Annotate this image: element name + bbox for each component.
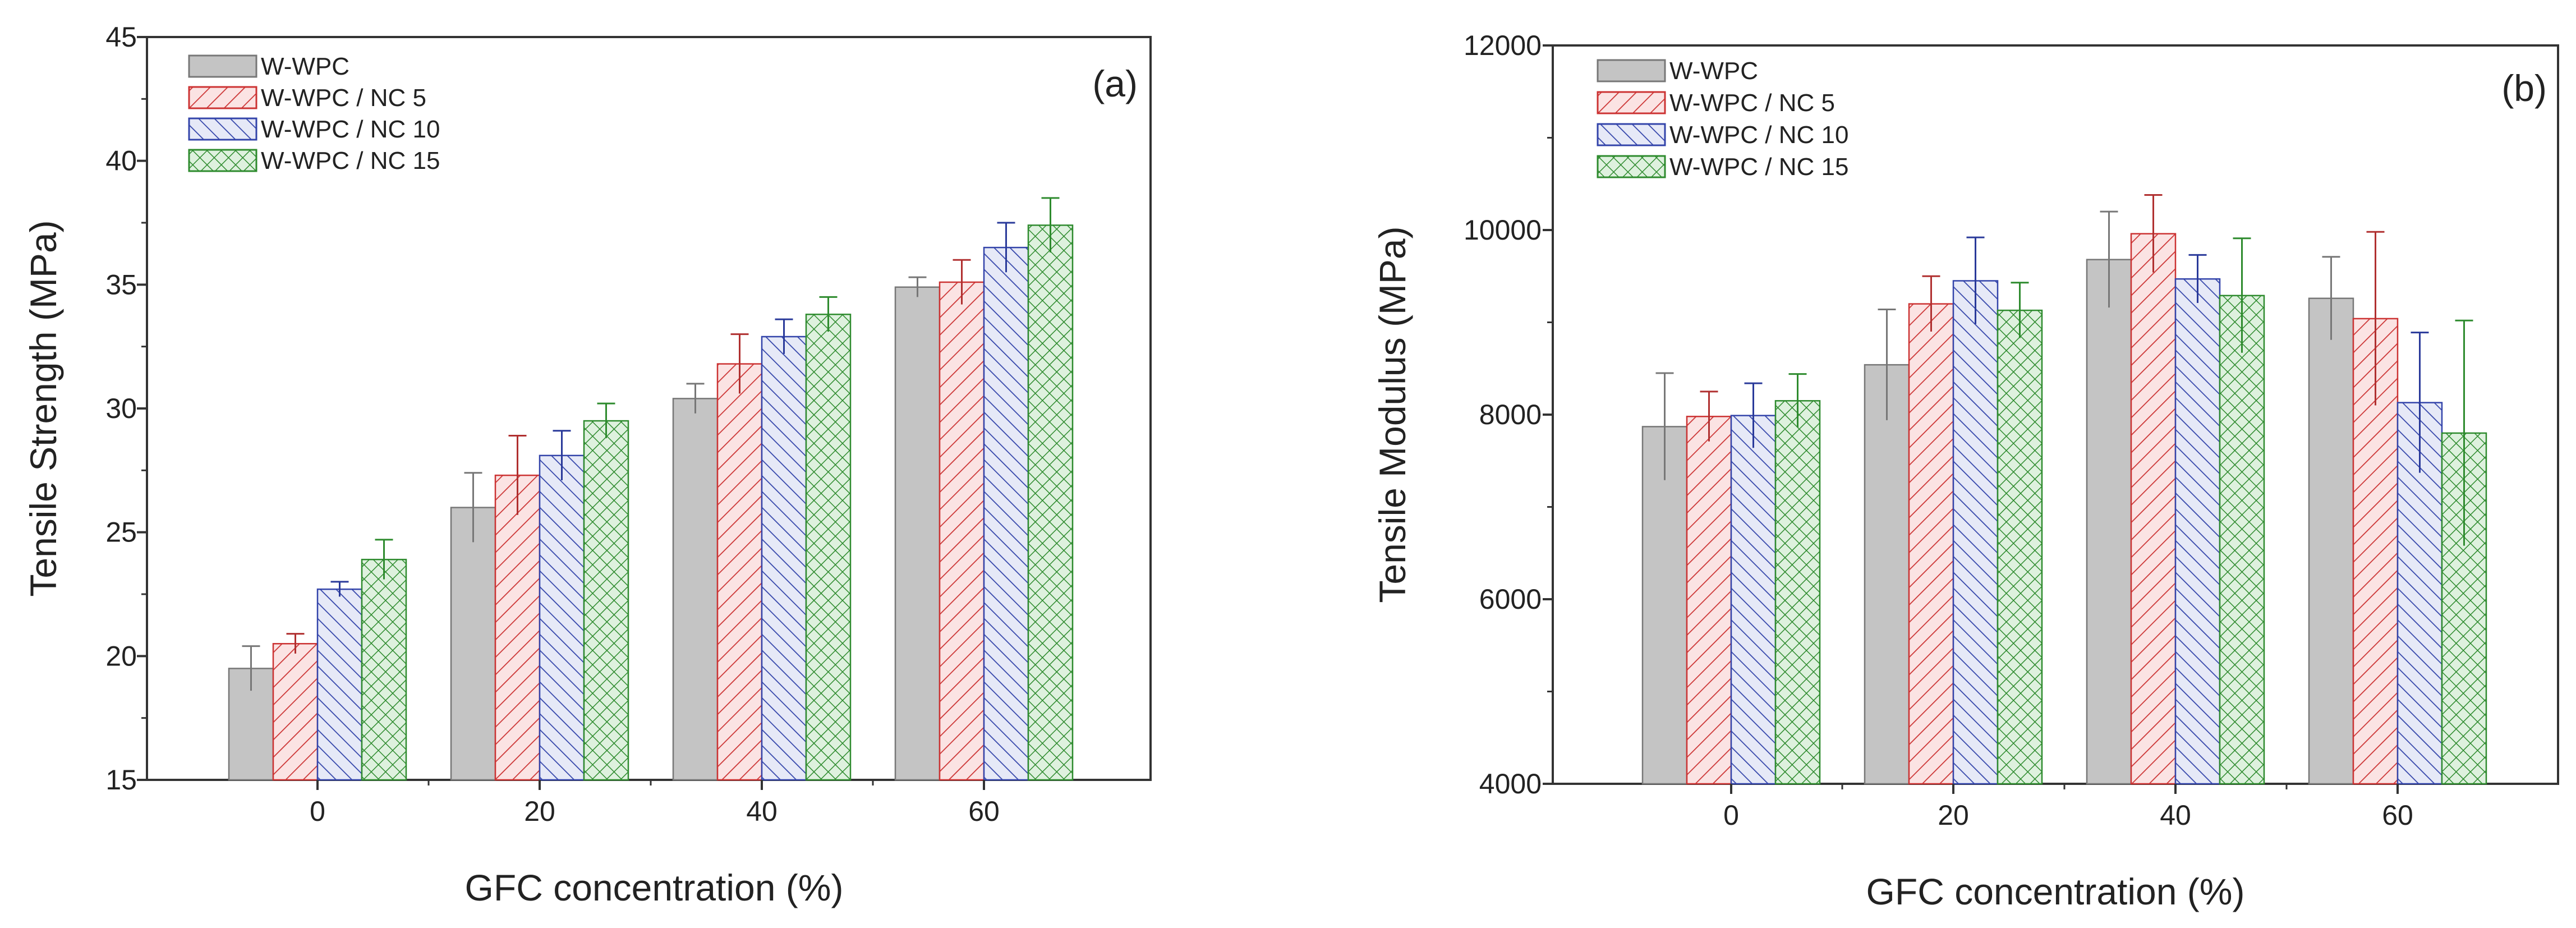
panel-a-legend-label: W-WPC / NC 10 — [261, 116, 440, 143]
panel-b-x-tick-label: 0 — [1723, 800, 1739, 831]
panel-b-legend-label: W-WPC / NC 5 — [1669, 89, 1835, 117]
panel-b-x-tick-label: 20 — [1938, 800, 1969, 831]
panel-a-x-tick-label: 60 — [968, 796, 1000, 827]
panel-a-bar — [1027, 224, 1074, 781]
panel-b-bar — [2174, 278, 2221, 785]
panel-b-ticks: 4000 6000 8000 10000 12000 0 20 40 60 — [1464, 30, 2413, 831]
panel-b-bar — [1864, 364, 1910, 785]
panel-a-bar — [983, 246, 1029, 781]
panel-a-bar — [716, 363, 763, 781]
panel-a-bar — [583, 420, 629, 781]
panel-a-bar — [272, 643, 319, 781]
panel-a-label: (a) — [1092, 63, 1138, 104]
panel-b-label: (b) — [2501, 67, 2547, 109]
panel-b-bar — [2308, 297, 2354, 785]
panel-a-legend: W-WPC W-WPC / NC 5 W-WPC / NC 10 W-WPC / NC… — [188, 53, 440, 174]
panel-b-x-tick-label: 40 — [2160, 800, 2191, 831]
panel-b-y-tick-label: 8000 — [1479, 399, 1542, 430]
panel-a-legend-swatch — [188, 149, 257, 172]
panel-a-x-tick-label: 40 — [746, 796, 778, 827]
panel-a-bar — [761, 336, 807, 781]
panel-a-y-tick-label: 45 — [105, 21, 137, 53]
panel-b-legend-swatch — [1597, 123, 1666, 146]
panel-b-bar — [2219, 295, 2265, 785]
panel-a-x-axis-title: GFC concentration (%) — [465, 867, 844, 908]
panel-b: 4000 6000 8000 10000 12000 0 20 40 60 (b) GFC co… — [1372, 30, 2559, 912]
panel-a-legend-swatch — [188, 86, 257, 109]
panel-b-y-tick-label: 12000 — [1464, 30, 1542, 61]
panel-a-bar — [894, 286, 941, 781]
panel-b-marks — [1641, 194, 2487, 785]
panel-b-y-axis-title: Tensile Modulus (MPa) — [1372, 226, 1413, 603]
panel-a-bar — [805, 314, 852, 781]
panel-a-x-tick-label: 20 — [524, 796, 555, 827]
panel-b-bar — [1997, 309, 2043, 785]
panel-a-legend-label: W-WPC — [261, 53, 349, 80]
panel-b-x-tick-label: 60 — [2382, 800, 2413, 831]
panel-a-bar — [939, 281, 985, 781]
panel-a-bar — [361, 558, 407, 781]
panel-b-legend: W-WPC W-WPC / NC 5 W-WPC / NC 10 W-WPC / NC… — [1597, 57, 1848, 181]
panel-a-y-axis-title: Tensile Strength (MPa) — [22, 220, 64, 596]
panel-a-x-tick-label: 0 — [310, 796, 325, 827]
panel-b-legend-label: W-WPC / NC 10 — [1669, 121, 1848, 149]
panel-a-ticks: 15 20 25 30 35 40 45 0 20 40 60 — [105, 21, 999, 827]
panel-a-y-tick-label: 30 — [105, 393, 137, 424]
panel-a-bar — [316, 588, 363, 781]
panel-b-y-tick-label: 6000 — [1479, 584, 1542, 615]
panel-b-bar — [2130, 233, 2177, 785]
panel-b-legend-swatch — [1597, 59, 1666, 82]
panel-b-bar — [1908, 303, 1954, 785]
panel-a-legend-label: W-WPC / NC 5 — [261, 84, 426, 112]
panel-b-legend-swatch — [1597, 91, 1666, 114]
panel-b-bar — [1774, 400, 1821, 785]
panel-a-bar — [494, 474, 541, 781]
panel-a-bar — [539, 454, 585, 781]
panel-a-y-tick-label: 40 — [105, 145, 137, 177]
panel-a-y-tick-label: 35 — [105, 269, 137, 300]
panel-a-legend-swatch — [188, 54, 257, 78]
panel-b-bar — [1730, 415, 1777, 785]
panel-b-legend-label: W-WPC — [1669, 57, 1758, 85]
panel-a-y-tick-label: 25 — [105, 517, 137, 548]
panel-b-x-axis-title: GFC concentration (%) — [1866, 871, 2245, 912]
panel-b-y-tick-label: 10000 — [1464, 214, 1542, 246]
panel-b-legend-label: W-WPC / NC 15 — [1669, 153, 1848, 181]
panel-b-legend-swatch — [1597, 155, 1666, 178]
panel-a-legend-label: W-WPC / NC 15 — [261, 147, 440, 174]
panel-a-y-tick-label: 15 — [105, 764, 137, 796]
panel-b-bar — [2086, 259, 2132, 785]
panel-a: 15 20 25 30 35 40 45 0 20 40 60 (a) GFC concentrat… — [22, 21, 1152, 908]
panel-a-marks — [228, 197, 1074, 781]
panel-a-bar — [672, 398, 719, 781]
panel-b-bar — [1641, 426, 1688, 785]
panel-b-bar — [1952, 280, 1999, 785]
panel-a-y-tick-label: 20 — [105, 640, 137, 672]
panel-b-bar — [1686, 416, 1732, 785]
panel-a-bar — [450, 507, 496, 781]
panel-b-y-tick-label: 4000 — [1479, 768, 1542, 800]
panel-a-legend-swatch — [188, 117, 257, 141]
